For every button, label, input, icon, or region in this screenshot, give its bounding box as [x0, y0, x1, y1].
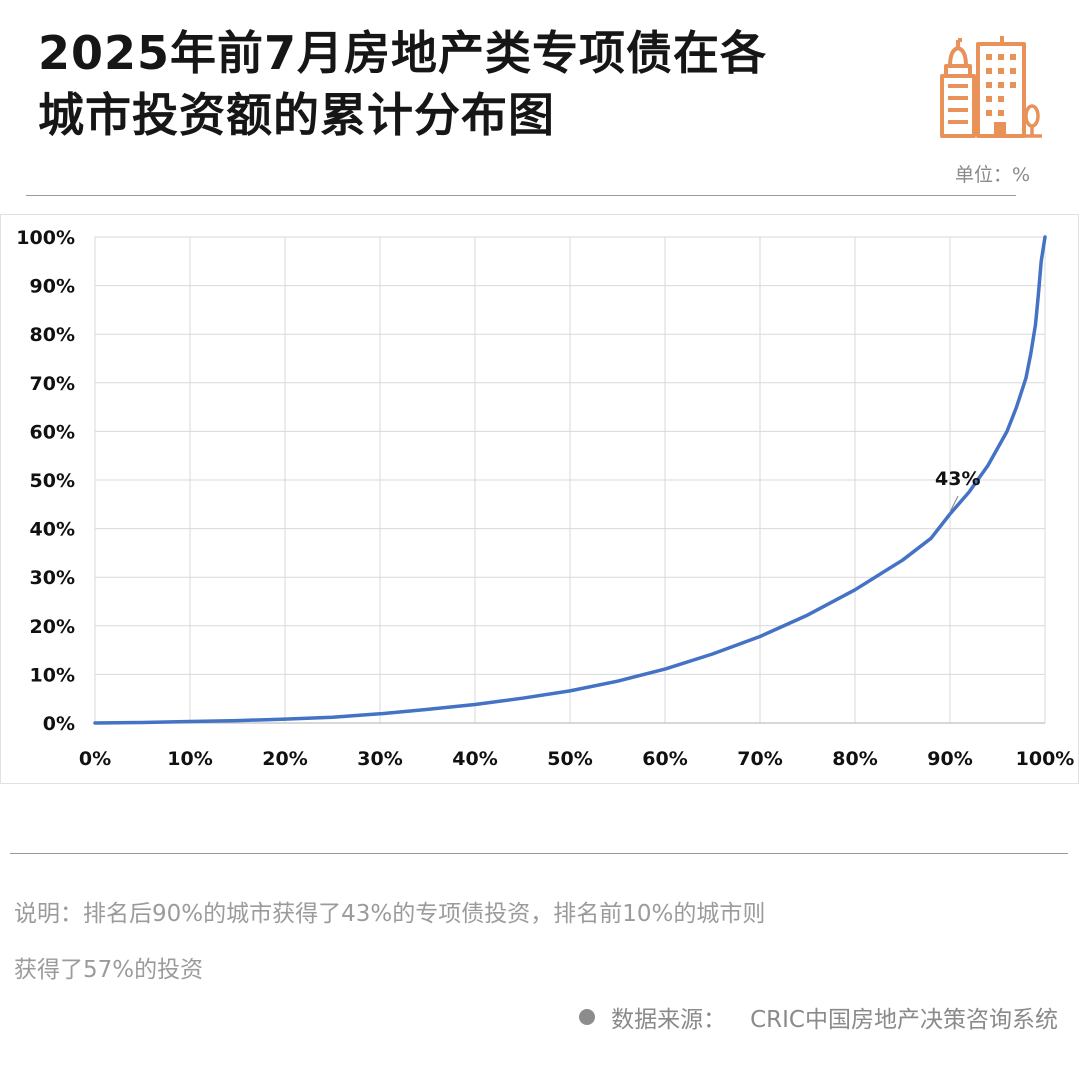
- source-text: CRIC中国房地产决策咨询系统: [750, 1007, 1058, 1033]
- top-divider: [26, 195, 1016, 196]
- chart-frame: [0, 214, 1079, 784]
- unit-label: 单位：%: [954, 164, 1030, 186]
- title-line-2: 城市投资额的累计分布图: [38, 88, 555, 142]
- cumulative-distribution-chart: 0% 10% 20% 30% 40% 50% 60% 70% 80% 90% 100% 0% 10% 20…: [16, 227, 1075, 770]
- x-tick-label: 90%: [927, 748, 972, 770]
- note-line-1: 说明：排名后90%的城市获得了43%的专项债投资，排名前10%的城市则: [14, 901, 766, 927]
- y-tick-label: 40%: [30, 519, 75, 541]
- x-tick-label: 50%: [547, 748, 592, 770]
- y-tick-label: 0%: [43, 713, 75, 735]
- source-label: 数据来源：: [611, 1007, 727, 1033]
- annotation-label: 43%: [935, 468, 980, 490]
- x-tick-label: 80%: [832, 748, 877, 770]
- x-tick-label: 100%: [1016, 748, 1075, 770]
- annotation-leader: [949, 495, 959, 513]
- x-tick-label: 70%: [737, 748, 782, 770]
- y-tick-label: 70%: [30, 373, 75, 395]
- y-tick-label: 20%: [30, 616, 75, 638]
- note-line-2: 获得了57%的投资: [14, 957, 204, 983]
- data-source: 数据来源： CRIC中国房地产决策咨询系统: [579, 1000, 1058, 1034]
- x-tick-label: 30%: [357, 748, 402, 770]
- y-tick-label: 90%: [30, 276, 75, 298]
- bullet-dot-icon: [579, 1009, 596, 1025]
- y-tick-label: 80%: [30, 324, 75, 346]
- bottom-divider: [10, 853, 1068, 854]
- y-tick-label: 50%: [30, 470, 75, 492]
- x-tick-label: 60%: [642, 748, 687, 770]
- y-tick-label: 10%: [30, 664, 75, 686]
- x-tick-label: 20%: [262, 748, 307, 770]
- y-tick-label: 60%: [30, 421, 75, 443]
- city-buildings-icon: [940, 36, 1042, 138]
- y-tick-label: 100%: [16, 227, 75, 249]
- x-tick-label: 10%: [167, 748, 212, 770]
- x-tick-label: 40%: [452, 748, 497, 770]
- x-tick-label: 0%: [79, 748, 111, 770]
- title-line-1: 2025年前7月房地产类专项债在各: [38, 26, 768, 80]
- explanation-note: 说明：排名后90%的城市获得了43%的专项债投资，排名前10%的城市则 获得了5…: [14, 886, 1014, 998]
- y-tick-label: 30%: [30, 567, 75, 589]
- series-line: [93, 235, 1047, 725]
- page-title: 2025年前7月房地产类专项债在各 城市投资额的累计分布图: [38, 22, 918, 146]
